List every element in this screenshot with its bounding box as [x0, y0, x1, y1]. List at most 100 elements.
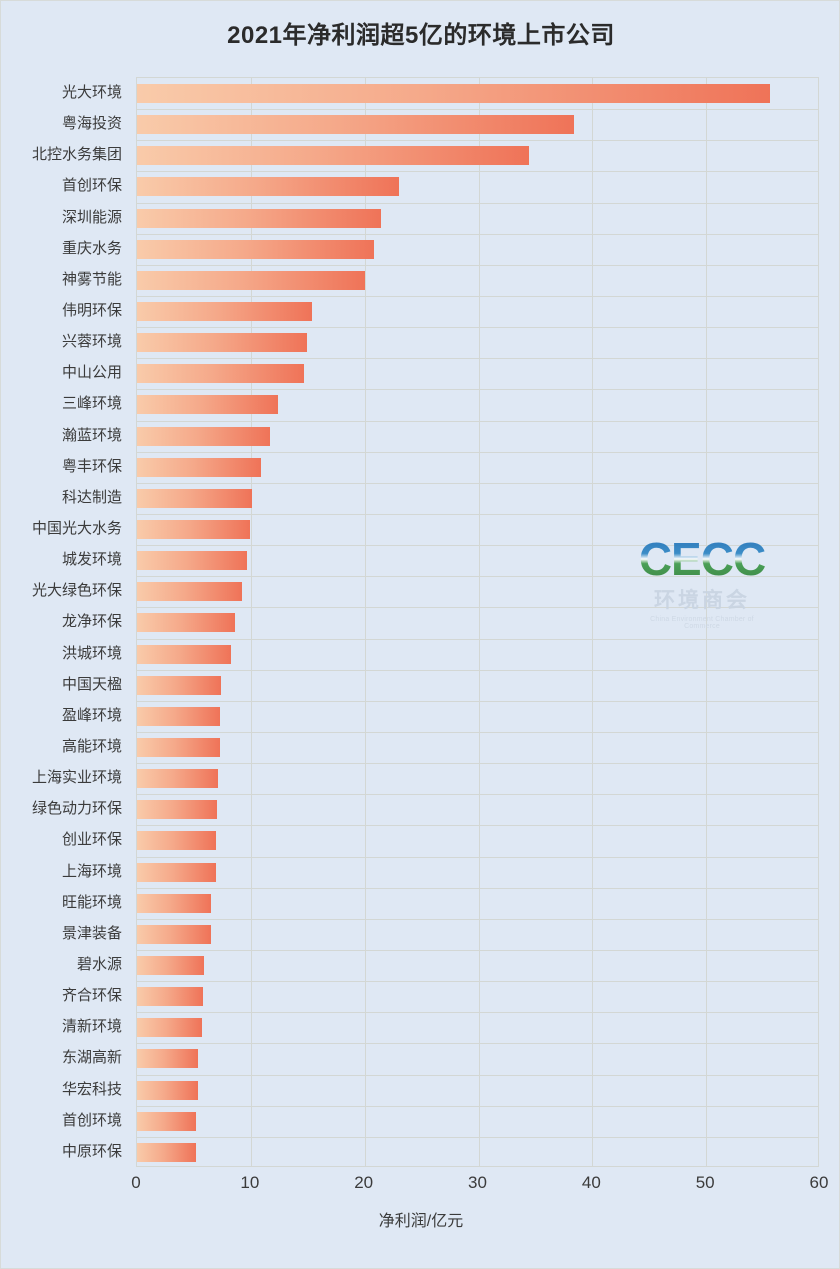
x-axis-tick-label: 20 [354, 1173, 374, 1192]
x-axis-tick-label: 30 [468, 1173, 487, 1192]
bar-row [137, 670, 818, 701]
gridline-horizontal [137, 825, 818, 827]
x-axis-tick-label: 0 [131, 1173, 141, 1192]
gridline-horizontal [137, 763, 818, 765]
y-axis-tick-label: 清新环境 [61, 1018, 122, 1036]
bar[interactable] [137, 84, 770, 104]
bar-row [137, 171, 818, 202]
bar[interactable] [137, 302, 313, 322]
bar[interactable] [137, 520, 250, 540]
y-axis-tick-label: 盈峰环境 [61, 706, 122, 724]
bar[interactable] [137, 1111, 197, 1131]
x-axis-tick-label: 50 [695, 1173, 715, 1192]
x-axis-tick-label: 40 [581, 1173, 601, 1192]
bar-row [137, 857, 818, 888]
y-axis-tick-label: 粤海投资 [61, 115, 122, 133]
bar[interactable] [137, 1142, 197, 1162]
y-axis-tick-label: 中国光大水务 [31, 520, 122, 537]
bar-row [137, 1043, 818, 1074]
gridline-horizontal [137, 514, 818, 515]
gridline-horizontal [137, 638, 818, 640]
bar-row [137, 109, 818, 140]
gridline-horizontal [137, 669, 818, 671]
bar[interactable] [137, 800, 217, 820]
bar[interactable] [137, 457, 262, 477]
y-axis-tick-label: 齐合环保 [61, 987, 122, 1005]
gridline-horizontal [137, 264, 818, 266]
bar[interactable] [137, 769, 218, 789]
bar[interactable] [137, 426, 271, 446]
bar[interactable] [137, 1018, 202, 1038]
bar[interactable] [137, 364, 305, 384]
gridline-horizontal [137, 1012, 818, 1014]
bar[interactable] [137, 613, 235, 633]
gridline-horizontal [137, 856, 818, 858]
y-axis-tick-label: 光大绿色环保 [31, 582, 122, 600]
y-axis-tick-label: 神雾节能 [61, 270, 122, 288]
gridline-vertical [592, 78, 594, 1166]
bar[interactable] [137, 270, 365, 290]
gridline-horizontal [137, 233, 818, 235]
y-axis-tick-label: 科达制造 [61, 488, 122, 506]
y-axis-tick-label: 华宏科技 [61, 1080, 122, 1098]
bar[interactable] [137, 738, 221, 758]
gridline-vertical [364, 78, 366, 1166]
gridline-horizontal [137, 981, 818, 983]
bar[interactable] [137, 924, 211, 944]
bar[interactable] [137, 675, 222, 695]
gridline-horizontal [137, 140, 818, 142]
gridline-horizontal [137, 1105, 818, 1107]
bar[interactable] [137, 706, 221, 726]
bar[interactable] [137, 1080, 199, 1100]
bar-row [137, 825, 818, 856]
y-axis-tick-label: 绿色动力环保 [31, 800, 122, 818]
y-axis-tick-label: 重庆水务 [61, 239, 122, 257]
gridline-horizontal [137, 918, 818, 920]
bar[interactable] [137, 146, 529, 166]
y-axis-tick-label: 首创环境 [61, 1111, 122, 1129]
y-axis-tick-label: 中山公用 [61, 364, 122, 382]
bar-row [137, 1106, 818, 1137]
y-axis-tick-label: 中原环保 [61, 1142, 122, 1160]
bar-row [137, 78, 818, 109]
bar-row [137, 919, 818, 950]
bar[interactable] [137, 1049, 199, 1069]
bar[interactable] [137, 831, 216, 851]
bar[interactable] [137, 395, 279, 415]
gridline-horizontal [137, 1043, 818, 1045]
bar-row [137, 701, 818, 732]
gridline-horizontal [137, 1074, 818, 1076]
bar[interactable] [137, 177, 399, 197]
bar-row [137, 888, 818, 919]
bar-row [137, 576, 818, 607]
bar[interactable] [137, 862, 216, 882]
y-axis-tick-label: 伟明环保 [61, 302, 122, 319]
bar[interactable] [137, 239, 374, 259]
bar-row [137, 639, 818, 670]
y-axis-tick-label: 北控水务集团 [31, 146, 122, 164]
plot-area: CECC 环境商会 China Environment Chamber of C… [136, 77, 819, 1167]
bar-row [137, 514, 818, 545]
bar[interactable] [137, 582, 242, 602]
bar[interactable] [137, 987, 204, 1007]
bar[interactable] [137, 208, 381, 228]
bar[interactable] [137, 644, 232, 664]
gridline-horizontal [137, 327, 818, 329]
bar[interactable] [137, 488, 252, 508]
bar-row [137, 1012, 818, 1043]
bar-row [137, 981, 818, 1012]
bar-row [137, 607, 818, 638]
bar[interactable] [137, 551, 248, 571]
bar[interactable] [137, 115, 575, 135]
y-axis-tick-label: 景津装备 [61, 924, 122, 942]
bar-row [137, 421, 818, 452]
gridline-vertical [706, 78, 708, 1166]
bar[interactable] [137, 893, 211, 913]
bar[interactable] [137, 956, 205, 976]
gridline-horizontal [137, 700, 818, 702]
gridline-horizontal [137, 451, 818, 453]
bar[interactable] [137, 333, 307, 353]
gridline-horizontal [137, 109, 818, 111]
x-axis-title: 净利润/亿元 [378, 1213, 464, 1230]
